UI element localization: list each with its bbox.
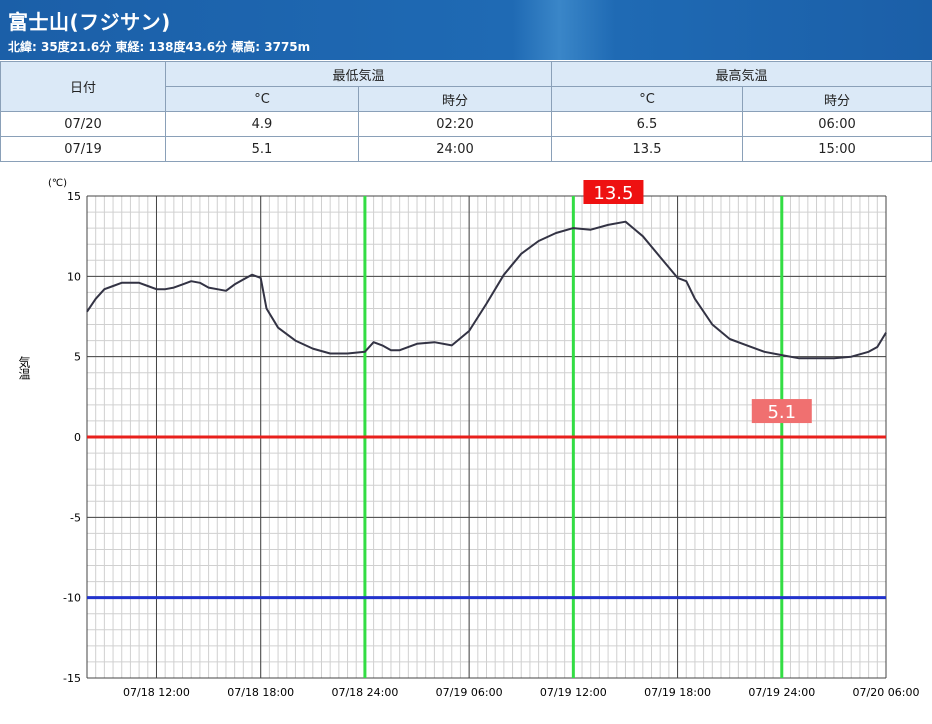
x-tick-label: 07/18 18:00 [227, 686, 294, 699]
y-tick-label: -5 [70, 511, 81, 524]
station-header: 富士山(フジサン) 北緯: 35度21.6分 東経: 138度43.6分 標高:… [0, 0, 932, 60]
x-tick-label: 07/18 12:00 [123, 686, 190, 699]
x-tick-label: 07/18 24:00 [331, 686, 398, 699]
row-max-c: 13.5 [551, 136, 743, 162]
value-callout-label: 13.5 [593, 183, 633, 204]
y-unit-label: (℃) [48, 178, 67, 189]
header-max-temp: 最高気温 [551, 61, 932, 87]
y-tick-label: 5 [74, 351, 81, 364]
temperature-line-chart: (℃) 気温 15 10 5 0 -5 -10 -15 07/18 12:00 07/18 18… [17, 178, 920, 699]
value-callout-box [751, 399, 812, 424]
row-max-time: 06:00 [742, 111, 932, 137]
station-coordinates: 北緯: 35度21.6分 東経: 138度43.6分 標高: 3775m [8, 40, 311, 54]
temperature-series-line [86, 220, 887, 360]
row-min-time: 02:20 [358, 111, 552, 137]
value-callout-box [583, 180, 644, 204]
y-axis-label: 気温 [17, 355, 31, 380]
y-tick-label: 15 [67, 190, 81, 203]
x-tick-label: 07/19 12:00 [540, 686, 607, 699]
row-max-time: 15:00 [742, 136, 932, 162]
header-min-time: 時分 [358, 86, 552, 112]
x-tick-label: 07/19 24:00 [748, 686, 815, 699]
x-tick-label: 07/19 18:00 [644, 686, 711, 699]
temperature-summary-table: 日付 最低気温 最高気温 °C 時分 °C 時分 07/20 4.9 02:20… [0, 61, 932, 162]
table-row: 07/20 4.9 02:20 6.5 06:00 [0, 111, 932, 137]
row-min-c: 4.9 [165, 111, 359, 137]
row-date: 07/19 [0, 136, 166, 162]
header-min-unit: °C [165, 86, 359, 112]
y-tick-label: -15 [63, 672, 81, 685]
row-min-c: 5.1 [165, 136, 359, 162]
header-max-time: 時分 [742, 86, 932, 112]
y-tick-label: -10 [63, 592, 81, 605]
y-tick-label: 10 [67, 270, 81, 283]
header-min-temp: 最低気温 [165, 61, 552, 87]
station-title: 富士山(フジサン) [8, 10, 171, 34]
row-max-c: 6.5 [551, 111, 743, 137]
value-callout-label: 5.1 [767, 402, 796, 423]
row-min-time: 24:00 [358, 136, 552, 162]
header-date: 日付 [0, 61, 166, 112]
x-tick-label: 07/20 06:00 [853, 686, 920, 699]
x-tick-label: 07/19 06:00 [436, 686, 503, 699]
table-row: 07/19 5.1 24:00 13.5 15:00 [0, 136, 932, 162]
header-max-unit: °C [551, 86, 743, 112]
row-date: 07/20 [0, 111, 166, 137]
y-tick-label: 0 [74, 431, 81, 444]
